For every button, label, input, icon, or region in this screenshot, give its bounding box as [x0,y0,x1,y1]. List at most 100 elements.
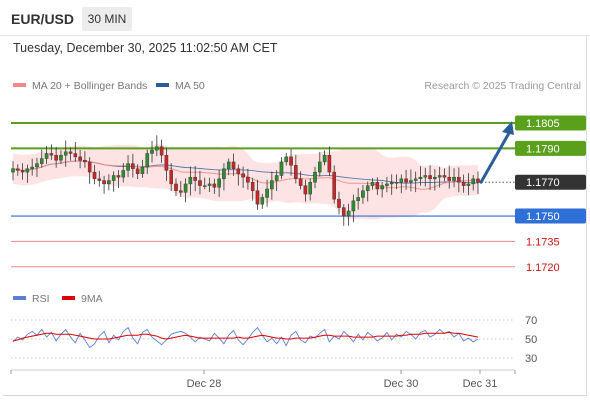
level-label-box [515,208,586,224]
legend-ma50: MA 50 [156,80,205,92]
level-label-text: 1.1750 [526,211,560,223]
candle-body [289,156,293,166]
candle-body [250,182,255,191]
candle-body [174,183,178,191]
candle-body [178,190,183,193]
level-label-box [515,174,586,190]
candle-body [447,176,452,181]
level-price-labels: 1.1805 1.1790 1.1770 1.1750 1.1735 1.1720 [515,115,586,274]
candle-body [476,178,480,183]
ma20-legend-label: MA 20 + Bollinger Bands [32,80,148,92]
candle-body [236,168,241,174]
candle-body [437,175,442,178]
candle-body [169,170,173,185]
candle-body [150,149,154,154]
x-tick-label: Dec 30 [384,378,419,390]
candle-body [135,168,140,174]
candle-body [260,197,265,205]
rsi-swatch [13,296,26,301]
candlesticks [11,135,480,226]
candle-body [457,176,461,183]
candle-body [318,161,322,173]
candle-body [442,175,447,178]
rsi-legend-label: RSI [32,293,50,305]
candle-body [11,168,15,173]
candle-body [164,154,169,171]
forecast-arrow [479,121,514,184]
candle-body [341,207,346,217]
candle-body [107,180,111,185]
candle-body [294,165,298,180]
candle-body [73,153,78,158]
candle-body [452,176,456,181]
candle-body [365,185,370,191]
candle-body [231,161,236,169]
candle-body [274,175,279,181]
candle-body [188,176,193,185]
bollinger-bands [13,143,478,220]
ma50-swatch [156,83,169,88]
chart-frame [3,36,587,396]
candle-body [15,168,20,171]
legend-ma20: MA 20 + Bollinger Bands [13,80,147,92]
candle-body [423,175,428,178]
candle-body [116,175,121,178]
candle-body [389,182,394,185]
candle-body [298,178,303,186]
candle-body [322,154,327,163]
candle-body [461,182,466,186]
ma9-swatch [62,296,75,301]
timeframe-badge[interactable]: 30 MIN [82,7,132,31]
level-label-text: 1.1790 [526,143,560,155]
candle-body [111,175,116,181]
level-label-text: 1.1735 [526,236,560,248]
x-tick-label: Dec 31 [463,378,498,390]
x-tick-label: Dec 28 [187,378,222,390]
forecast-arrow-shaft [479,131,511,184]
bollinger-band-area [13,143,478,220]
candle-body [332,171,336,200]
candle-body [409,180,413,183]
candle-body [351,200,356,212]
rsi-tick-label: 70 [525,315,537,327]
candle-body [466,183,471,186]
candle-body [59,154,63,161]
rsi-line [12,326,479,349]
candle-body [308,182,313,195]
candle-body [217,178,221,188]
candle-body [140,166,145,174]
candle-body [63,151,68,156]
rsi-tick-label: 50 [525,334,537,346]
candle-body [121,170,126,178]
candle-body [20,170,25,173]
rsi-9ma-line [12,331,479,342]
candle-body [370,182,375,186]
candle-body [202,185,207,187]
level-lines [11,122,515,268]
candle-body [193,176,197,181]
candle-body [145,153,150,168]
ma50-legend-label: MA 50 [175,80,205,92]
candle-body [265,188,269,198]
candle-body [49,153,54,156]
legend-9ma: 9MA [62,293,103,305]
candle-body [433,176,437,180]
candle-body [155,146,159,151]
candle-body [83,160,87,163]
symbol-label: EUR/USD [11,11,75,27]
candle-body [44,153,49,159]
candle-body [313,171,317,183]
candle-body [361,190,365,198]
candle-body [404,178,408,183]
candle-body [241,173,245,178]
candle-body [346,210,351,217]
candle-body [198,180,202,186]
candle-body [399,178,404,183]
candle-body [394,182,399,184]
candle-body [270,180,274,190]
ma20-swatch [13,83,26,88]
candle-body [212,183,217,188]
level-label-box [515,115,586,131]
candle-body [337,198,341,208]
